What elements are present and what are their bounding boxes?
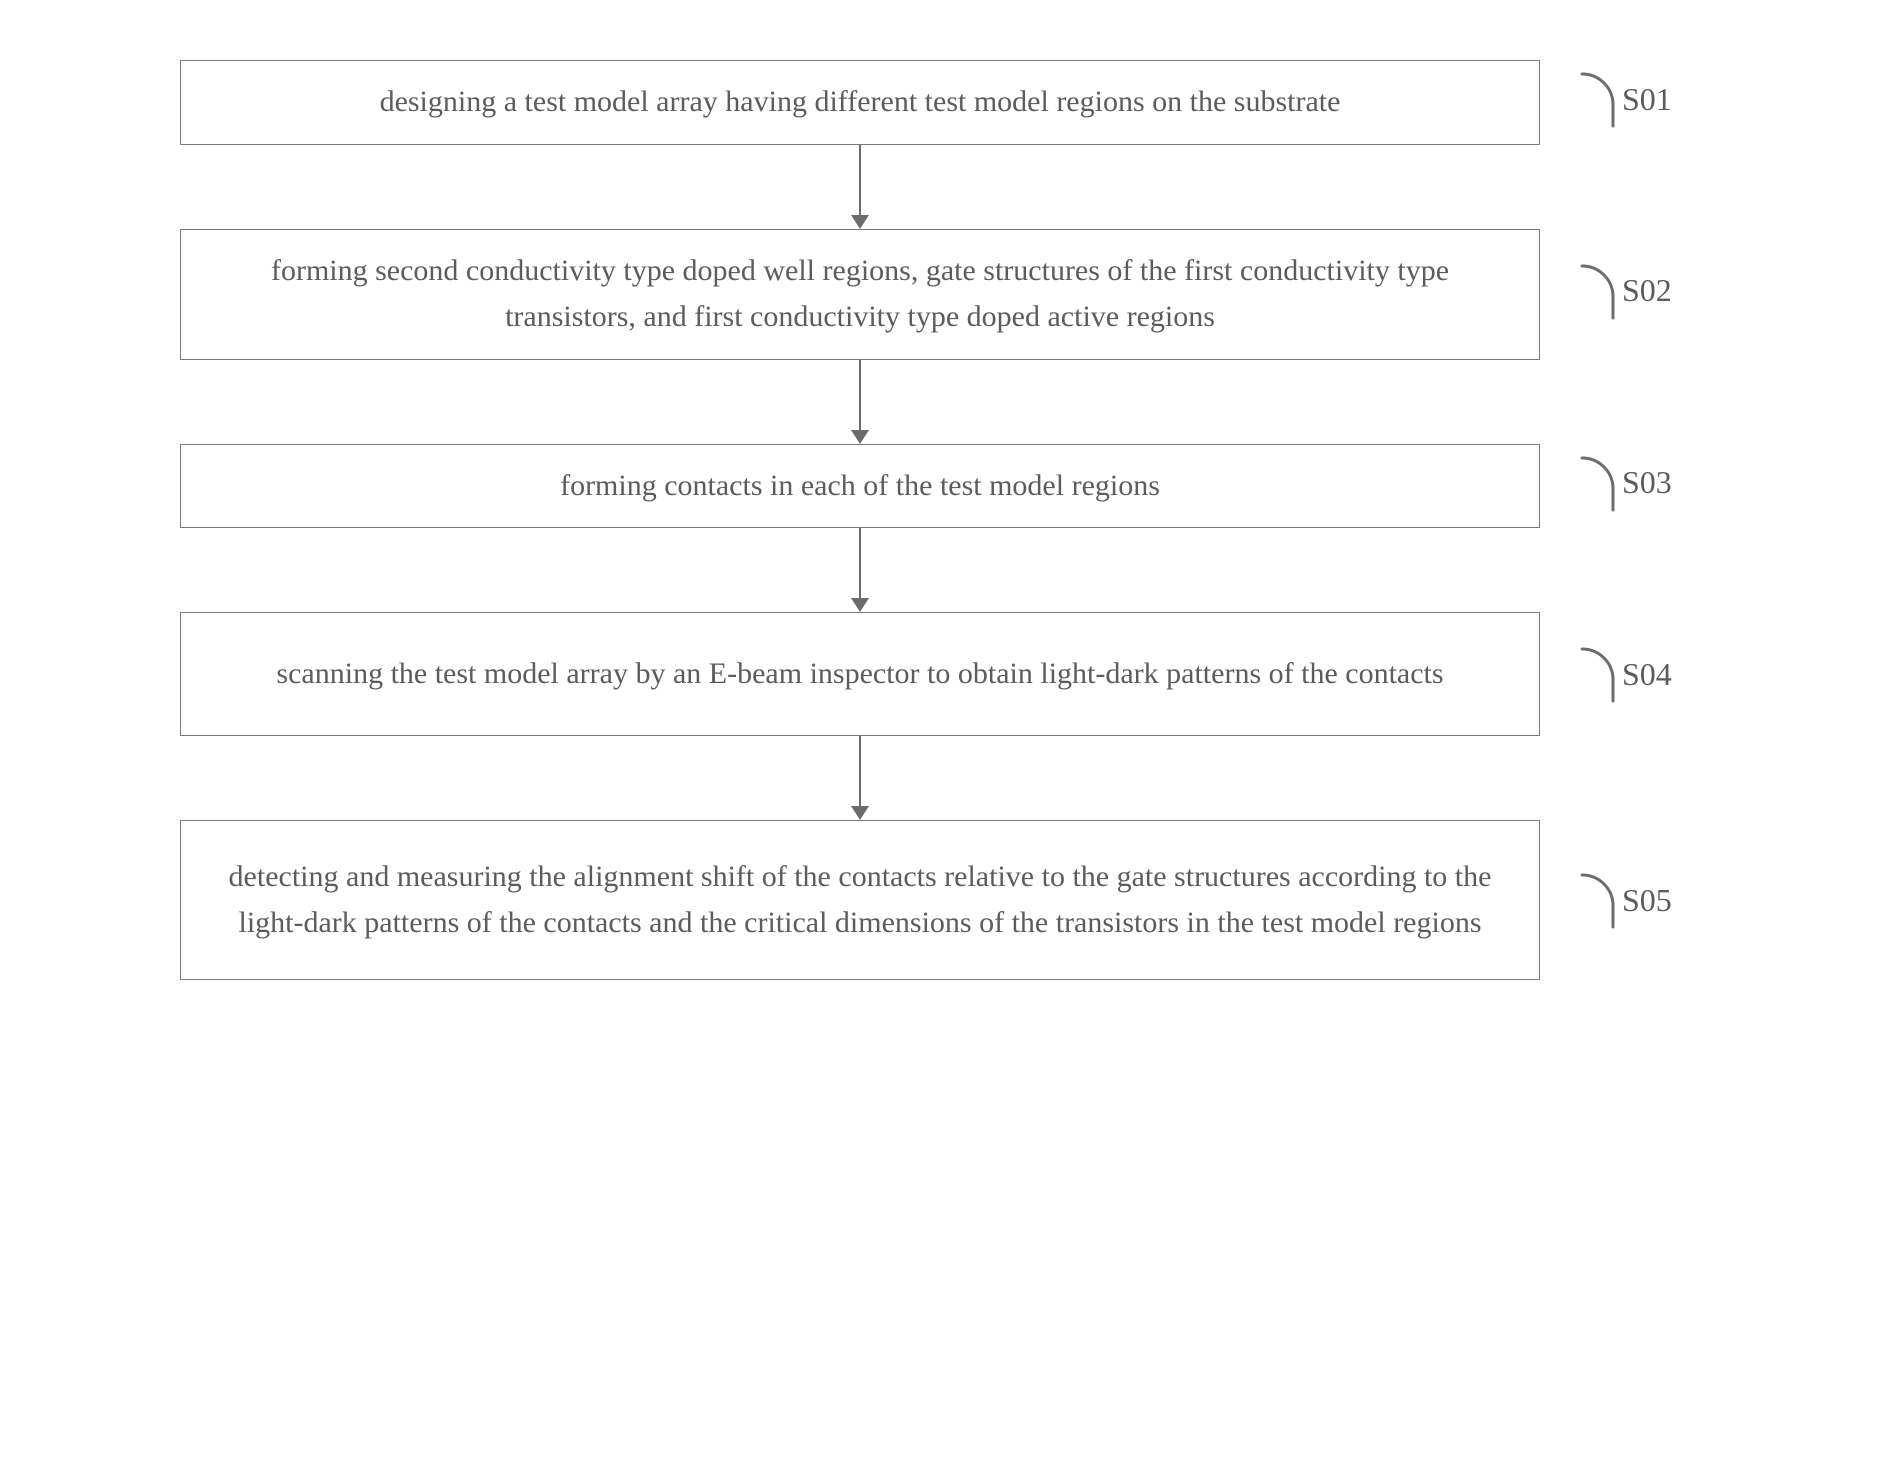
flowchart-step: scanning the test model array by an E-be… xyxy=(180,612,1720,736)
step-text: forming contacts in each of the test mod… xyxy=(560,463,1160,510)
hook-icon xyxy=(1560,453,1616,513)
arrow-down-icon xyxy=(849,360,871,444)
arrow-wrap xyxy=(180,528,1720,612)
step-label: S01 xyxy=(1622,81,1672,118)
arrow-down-icon xyxy=(849,145,871,229)
hook-icon xyxy=(1560,644,1616,704)
hook-icon xyxy=(1560,69,1616,129)
step-text: detecting and measuring the alignment sh… xyxy=(209,854,1511,947)
step-box: designing a test model array having diff… xyxy=(180,60,1540,145)
step-label: S05 xyxy=(1622,882,1672,919)
arrow-wrap xyxy=(180,145,1720,229)
flowchart-step: designing a test model array having diff… xyxy=(180,60,1720,145)
step-label-wrap: S03 xyxy=(1540,444,1720,522)
step-label: S04 xyxy=(1622,656,1672,693)
step-box: forming contacts in each of the test mod… xyxy=(180,444,1540,529)
step-box: forming second conductivity type doped w… xyxy=(180,229,1540,360)
arrow-down-icon xyxy=(849,736,871,820)
step-label-wrap: S02 xyxy=(1540,229,1720,353)
hook-icon xyxy=(1560,261,1616,321)
arrow-wrap xyxy=(180,736,1720,820)
flowchart-step: forming second conductivity type doped w… xyxy=(180,229,1720,360)
step-text: designing a test model array having diff… xyxy=(380,79,1341,126)
step-label-wrap: S05 xyxy=(1540,820,1720,980)
flowchart-step: detecting and measuring the alignment sh… xyxy=(180,820,1720,980)
step-text: scanning the test model array by an E-be… xyxy=(276,651,1443,698)
arrow-down-icon xyxy=(849,528,871,612)
step-label: S03 xyxy=(1622,464,1672,501)
hook-icon xyxy=(1560,870,1616,930)
step-label: S02 xyxy=(1622,272,1672,309)
arrow-wrap xyxy=(180,360,1720,444)
step-box: scanning the test model array by an E-be… xyxy=(180,612,1540,736)
step-label-wrap: S04 xyxy=(1540,612,1720,736)
step-box: detecting and measuring the alignment sh… xyxy=(180,820,1540,980)
flowchart-step: forming contacts in each of the test mod… xyxy=(180,444,1720,529)
step-label-wrap: S01 xyxy=(1540,60,1720,138)
step-text: forming second conductivity type doped w… xyxy=(209,248,1511,341)
flowchart-container: designing a test model array having diff… xyxy=(180,60,1720,980)
